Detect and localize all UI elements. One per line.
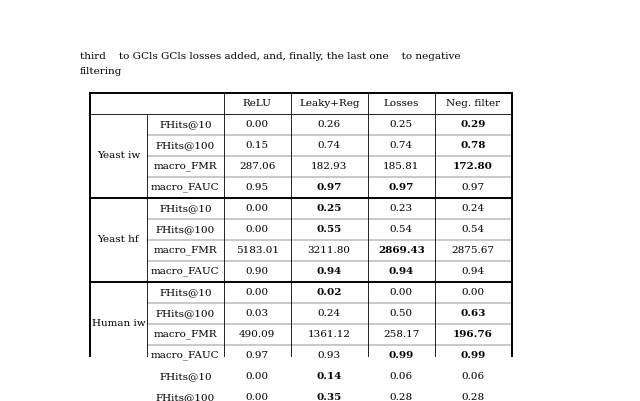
Text: FHits@10: FHits@10 bbox=[159, 288, 212, 297]
Text: FHits@100: FHits@100 bbox=[156, 393, 215, 401]
Text: 0.00: 0.00 bbox=[246, 288, 269, 297]
Text: 0.24: 0.24 bbox=[461, 204, 484, 213]
Text: FHits@100: FHits@100 bbox=[156, 141, 215, 150]
Text: 0.35: 0.35 bbox=[317, 393, 342, 401]
Text: macro_FAUC: macro_FAUC bbox=[151, 267, 220, 276]
Text: 0.28: 0.28 bbox=[390, 393, 413, 401]
Text: 0.99: 0.99 bbox=[388, 351, 414, 360]
Text: 0.97: 0.97 bbox=[388, 183, 414, 192]
Text: Leaky+Reg: Leaky+Reg bbox=[299, 99, 360, 108]
Text: filtering: filtering bbox=[80, 67, 122, 76]
Text: 0.54: 0.54 bbox=[390, 225, 413, 234]
Text: macro_FMR: macro_FMR bbox=[154, 330, 217, 339]
Text: FHits@10: FHits@10 bbox=[159, 120, 212, 129]
Text: macro_FAUC: macro_FAUC bbox=[151, 182, 220, 192]
Text: 0.97: 0.97 bbox=[246, 351, 269, 360]
Text: 0.29: 0.29 bbox=[460, 120, 486, 129]
Text: 0.94: 0.94 bbox=[317, 267, 342, 276]
Text: 287.06: 287.06 bbox=[239, 162, 275, 171]
Text: macro_FMR: macro_FMR bbox=[154, 162, 217, 171]
Text: 0.25: 0.25 bbox=[317, 204, 342, 213]
Text: Neg. filter: Neg. filter bbox=[446, 99, 500, 108]
Text: FHits@100: FHits@100 bbox=[156, 225, 215, 234]
Text: 0.00: 0.00 bbox=[246, 225, 269, 234]
Text: 0.00: 0.00 bbox=[461, 288, 484, 297]
Text: Yeast hf: Yeast hf bbox=[98, 235, 140, 244]
Text: 0.25: 0.25 bbox=[390, 120, 413, 129]
Text: 0.00: 0.00 bbox=[246, 393, 269, 401]
Text: 0.28: 0.28 bbox=[461, 393, 484, 401]
Text: 0.06: 0.06 bbox=[390, 372, 413, 381]
Text: 258.17: 258.17 bbox=[383, 330, 419, 339]
Text: FHits@100: FHits@100 bbox=[156, 309, 215, 318]
Text: 0.50: 0.50 bbox=[390, 309, 413, 318]
Text: 0.97: 0.97 bbox=[317, 183, 342, 192]
Text: 2875.67: 2875.67 bbox=[452, 246, 495, 255]
Text: Yeast iw: Yeast iw bbox=[97, 152, 140, 160]
Text: 2869.43: 2869.43 bbox=[378, 246, 424, 255]
Text: 0.55: 0.55 bbox=[317, 225, 342, 234]
Text: macro_FAUC: macro_FAUC bbox=[151, 350, 220, 360]
Text: 0.94: 0.94 bbox=[461, 267, 484, 276]
Text: 5183.01: 5183.01 bbox=[236, 246, 279, 255]
Text: 0.00: 0.00 bbox=[390, 288, 413, 297]
Text: 0.00: 0.00 bbox=[246, 120, 269, 129]
Text: 0.99: 0.99 bbox=[460, 351, 486, 360]
Text: 0.93: 0.93 bbox=[317, 351, 341, 360]
Text: 0.03: 0.03 bbox=[246, 309, 269, 318]
Text: 185.81: 185.81 bbox=[383, 162, 419, 171]
Text: 0.26: 0.26 bbox=[317, 120, 341, 129]
Text: 0.74: 0.74 bbox=[390, 141, 413, 150]
Text: 1361.12: 1361.12 bbox=[308, 330, 351, 339]
Text: 0.02: 0.02 bbox=[317, 288, 342, 297]
Text: macro_FMR: macro_FMR bbox=[154, 245, 217, 255]
Text: 0.24: 0.24 bbox=[317, 309, 341, 318]
Text: 0.00: 0.00 bbox=[246, 204, 269, 213]
Text: 0.54: 0.54 bbox=[461, 225, 484, 234]
Text: FHits@10: FHits@10 bbox=[159, 372, 212, 381]
Text: 0.78: 0.78 bbox=[460, 141, 486, 150]
Text: ReLU: ReLU bbox=[243, 99, 272, 108]
Text: 0.97: 0.97 bbox=[461, 183, 484, 192]
Text: 0.00: 0.00 bbox=[246, 372, 269, 381]
Text: 172.80: 172.80 bbox=[453, 162, 493, 171]
Text: Losses: Losses bbox=[383, 99, 419, 108]
Text: 0.06: 0.06 bbox=[461, 372, 484, 381]
Text: 196.76: 196.76 bbox=[453, 330, 493, 339]
Text: Human iw: Human iw bbox=[92, 319, 145, 328]
Text: 0.15: 0.15 bbox=[246, 141, 269, 150]
Text: 0.23: 0.23 bbox=[390, 204, 413, 213]
Text: 0.95: 0.95 bbox=[246, 183, 269, 192]
Text: 0.94: 0.94 bbox=[388, 267, 414, 276]
Text: 490.09: 490.09 bbox=[239, 330, 275, 339]
Text: 0.90: 0.90 bbox=[246, 267, 269, 276]
Text: FHits@10: FHits@10 bbox=[159, 204, 212, 213]
Text: 0.14: 0.14 bbox=[317, 372, 342, 381]
Text: 3211.80: 3211.80 bbox=[308, 246, 351, 255]
Text: 182.93: 182.93 bbox=[311, 162, 348, 171]
Text: 0.63: 0.63 bbox=[460, 309, 486, 318]
Text: third    to GCls GCls losses added, and, finally, the last one    to negative: third to GCls GCls losses added, and, fi… bbox=[80, 52, 461, 61]
Text: 0.74: 0.74 bbox=[317, 141, 341, 150]
